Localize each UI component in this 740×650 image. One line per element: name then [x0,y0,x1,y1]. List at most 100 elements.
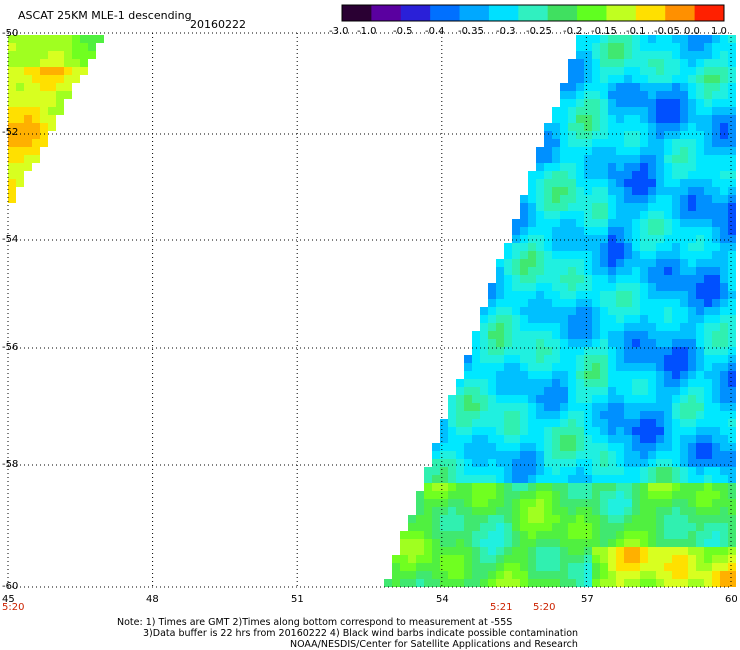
data-cell [640,99,648,107]
data-cell [536,459,544,467]
data-cell [640,107,648,115]
data-cell [640,235,648,243]
data-cell [568,179,576,187]
data-cell [688,227,696,235]
data-cell [568,299,576,307]
data-cell [40,43,48,51]
data-cell [8,35,16,43]
data-cell [648,131,656,139]
data-cell [696,483,704,491]
data-cell [632,435,640,443]
data-cell [672,451,680,459]
data-cell [528,403,536,411]
data-cell [680,419,688,427]
data-cell [712,571,720,579]
data-cell [544,499,552,507]
data-cell [672,91,680,99]
data-cell [544,171,552,179]
data-cell [632,171,640,179]
data-cell [712,51,720,59]
data-cell [672,83,680,91]
data-cell [624,523,632,531]
data-cell [688,547,696,555]
data-cell [16,139,24,147]
colorbar-label: -3.0 [329,26,349,37]
data-cell [656,539,664,547]
data-cell [592,275,600,283]
data-cell [512,291,520,299]
colorbar-segment [665,5,696,21]
data-cell [512,491,520,499]
data-cell [712,339,720,347]
data-cell [696,243,704,251]
colorbar-segment [488,5,519,21]
data-cell [656,523,664,531]
data-cell [552,235,560,243]
data-cell [568,379,576,387]
data-cell [504,563,512,571]
data-cell [696,275,704,283]
data-cell [416,531,424,539]
data-cell [640,371,648,379]
data-cell [720,571,728,579]
data-cell [608,571,616,579]
data-cell [728,83,736,91]
data-cell [640,299,648,307]
data-cell [616,507,624,515]
data-cell [632,363,640,371]
data-cell [712,115,720,123]
data-cell [520,355,528,363]
data-cell [480,563,488,571]
data-cell [480,451,488,459]
data-cell [592,75,600,83]
data-cell [656,235,664,243]
data-cell [648,187,656,195]
data-cell [688,75,696,83]
data-cell [608,299,616,307]
data-cell [672,507,680,515]
data-cell [688,139,696,147]
data-cell [672,211,680,219]
data-cell [616,451,624,459]
data-cell [584,499,592,507]
data-cell [584,483,592,491]
data-cell [648,259,656,267]
data-cell [488,435,496,443]
data-cell [552,163,560,171]
data-cell [696,331,704,339]
data-cell [680,507,688,515]
data-cell [664,531,672,539]
data-cell [728,115,736,123]
data-cell [600,171,608,179]
data-cell [424,467,432,475]
data-cell [560,435,568,443]
data-cell [552,107,560,115]
data-cell [24,115,32,123]
data-cell [600,411,608,419]
data-cell [512,267,520,275]
data-cell [432,579,440,587]
data-cell [504,371,512,379]
data-cell [528,299,536,307]
data-cell [24,139,32,147]
data-cell [536,387,544,395]
colorbar-segment [547,5,578,21]
lon-tick-label: 48 [146,594,159,605]
data-cell [704,171,712,179]
data-cell [704,139,712,147]
data-cell [32,99,40,107]
data-cell [728,67,736,75]
data-cell [704,443,712,451]
data-cell [632,299,640,307]
data-cell [592,451,600,459]
data-cell [8,139,16,147]
data-cell [696,131,704,139]
data-cell [648,363,656,371]
data-cell [552,195,560,203]
data-cell [632,179,640,187]
data-cell [672,235,680,243]
data-cell [624,443,632,451]
data-cell [544,251,552,259]
data-cell [504,451,512,459]
data-cell [504,315,512,323]
